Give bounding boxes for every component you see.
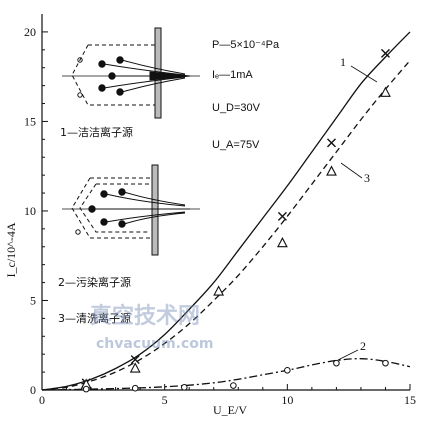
data-point-series-3: [380, 86, 391, 97]
leader-line-1: [350, 65, 378, 83]
data-point-series-1: [326, 138, 336, 148]
data-point-series-2: [230, 382, 237, 389]
y-tick-label: 10: [24, 204, 36, 218]
param-ua: U_A=75V: [212, 139, 260, 151]
y-tick-label: 20: [24, 25, 36, 39]
data-point-series-1: [380, 48, 390, 58]
watermark-line-2: chvacuum.com: [96, 336, 213, 352]
series-labels: 1 3 2: [337, 55, 378, 361]
inset-caption-3: 3—清洗离子源: [58, 311, 131, 325]
data-point-series-3: [277, 237, 288, 248]
inset-1-dot: [77, 57, 83, 63]
y-tick-label: 5: [30, 293, 36, 307]
y-tick-label: 15: [24, 114, 36, 128]
data-point-series-2: [131, 384, 139, 392]
inset-1-beam: [103, 59, 186, 93]
data-point-series-2: [284, 367, 291, 374]
data-point-series-2: [180, 384, 188, 391]
parameter-block: P—5×10⁻⁴Pa Iₑ—1mA U_D=30V U_A=75V: [212, 39, 280, 151]
series-line-1: [41, 31, 411, 391]
data-point-series-3: [129, 362, 141, 373]
data-point-series-1: [277, 211, 287, 221]
x-tick-label: 15: [404, 393, 416, 407]
inset-2-chamber-outline-inner: [79, 183, 150, 233]
x-tick-label: 0: [39, 393, 45, 407]
series-label-1: 1: [340, 55, 346, 69]
series-line-2: [41, 358, 411, 391]
series-layer: [41, 31, 411, 393]
series-line-3: [41, 60, 411, 391]
inset-schematic-1: [62, 27, 200, 119]
series-label-3: 3: [364, 171, 370, 185]
inset-1-dot: [77, 92, 83, 98]
inset-1-chamber-outline: [71, 44, 155, 106]
inset-2-chamber-outline: [71, 177, 150, 239]
inset-1-focus: [149, 71, 191, 81]
x-tick-label: 10: [281, 393, 293, 407]
data-point-series-3: [326, 165, 337, 176]
watermark: 真空技术网 chvacuum.com: [90, 303, 213, 352]
series-label-2: 2: [360, 339, 366, 353]
data-point-series-2: [333, 359, 340, 367]
x-axis-title: U_E/V: [213, 403, 247, 417]
data-point-series-2: [382, 359, 389, 367]
param-pressure: P—5×10⁻⁴Pa: [212, 39, 280, 51]
data-point-series-3: [213, 285, 225, 296]
param-emission: Iₑ—1mA: [212, 69, 253, 81]
data-point-series-2: [82, 385, 90, 393]
ticks: [41, 31, 411, 391]
watermark-line-1: 真空技术网: [90, 303, 200, 329]
tick-labels: 0 5 10 15 0 5 10 15 20: [24, 25, 416, 407]
y-axis-title: I_c/10^-4A: [4, 222, 18, 277]
y-tick-label: 0: [30, 383, 36, 397]
inset-caption-2: 2—污染离子源: [58, 275, 131, 289]
inset-2-dot: [75, 229, 81, 235]
inset-2-beam: [94, 191, 190, 225]
inset-caption-1: 1—洁洁离子源: [60, 125, 133, 139]
leader-line-2: [337, 349, 359, 361]
leader-line-3: [340, 162, 363, 179]
x-tick-label: 5: [162, 393, 168, 407]
axes: [41, 14, 410, 391]
inset-2-grid-plate: [151, 164, 159, 256]
inset-schematic-2: [62, 164, 200, 256]
data-point-series-1: [130, 355, 140, 365]
param-ud: U_D=30V: [212, 102, 261, 114]
